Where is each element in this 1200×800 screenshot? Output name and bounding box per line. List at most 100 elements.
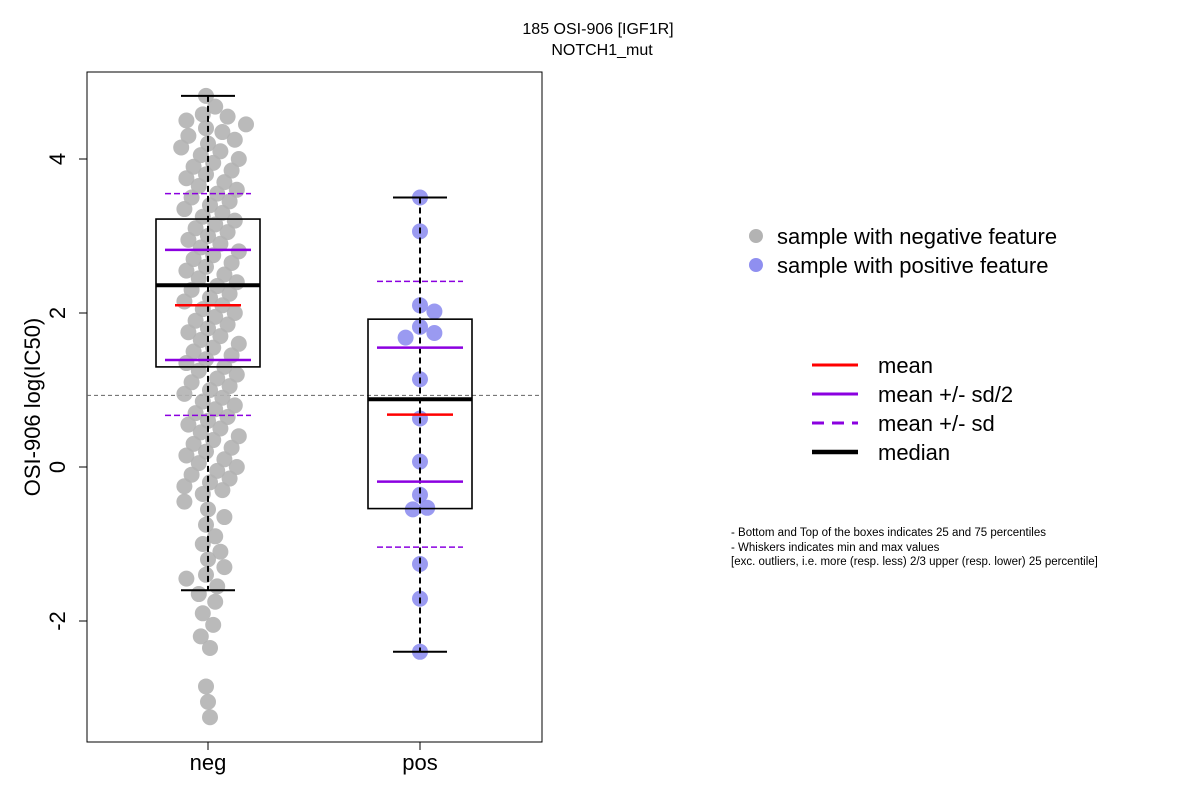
neg-point	[180, 324, 197, 341]
neg-point	[180, 416, 197, 433]
neg-point	[202, 197, 218, 214]
pos-point	[426, 303, 443, 320]
neg-point	[228, 366, 245, 383]
neg-point	[238, 116, 254, 133]
neg-point	[198, 258, 214, 275]
legend-point-swatch	[749, 229, 763, 243]
neg-point	[173, 139, 190, 156]
neg-point	[216, 451, 233, 468]
neg-point	[192, 424, 209, 441]
neg-point	[221, 378, 238, 395]
neg-point	[176, 201, 193, 218]
neg-point	[230, 335, 247, 352]
neg-point	[194, 536, 211, 552]
plot-area: -2 0 2 4 neg pos	[45, 71, 543, 775]
neg-point	[207, 98, 224, 115]
neg-point	[212, 420, 229, 437]
neg-point	[205, 339, 222, 356]
chart-subtitle: NOTCH1_mut	[551, 42, 653, 59]
neg-point	[190, 177, 207, 194]
neg-point	[202, 639, 218, 656]
neg-point	[214, 389, 231, 406]
legend-point-label: sample with negative feature	[777, 224, 1057, 249]
neg-point	[180, 231, 197, 248]
neg-point	[198, 678, 214, 695]
neg-point	[176, 385, 193, 402]
neg-point	[200, 135, 216, 152]
neg-point	[190, 586, 207, 603]
neg-point	[205, 154, 222, 171]
neg-point	[209, 185, 226, 202]
neg-point	[223, 162, 240, 179]
neg-point	[216, 509, 233, 526]
legend-line-label: mean	[878, 353, 933, 378]
x-tick-label: neg	[190, 750, 227, 775]
y-tick-label: 0	[45, 461, 70, 473]
neg-point	[212, 235, 229, 252]
neg-point	[202, 474, 218, 491]
neg-point	[202, 709, 218, 726]
neg-point	[205, 432, 222, 449]
neg-point	[226, 305, 243, 321]
neg-point	[200, 693, 216, 710]
neg-point	[198, 443, 214, 460]
neg-point	[207, 216, 224, 233]
neg-point	[198, 166, 214, 183]
pos-point	[412, 318, 428, 335]
neg-point	[198, 566, 214, 583]
neg-point	[192, 239, 209, 256]
pos-point	[397, 329, 414, 346]
neg-point	[221, 285, 238, 302]
neg-point	[194, 393, 211, 410]
neg-point	[205, 616, 222, 633]
neg-point	[223, 439, 240, 456]
neg-point	[178, 112, 195, 129]
neg-point	[183, 466, 200, 483]
neg-point	[202, 382, 218, 398]
neg-point	[185, 158, 202, 175]
legend-point-swatch	[749, 258, 763, 272]
neg-point	[207, 593, 224, 610]
legend: sample with negative feature sample with …	[749, 224, 1057, 465]
plot-frame	[86, 71, 543, 743]
neg-point	[192, 628, 209, 645]
neg-point	[207, 401, 224, 418]
neg-point	[198, 120, 214, 137]
neg-box	[155, 218, 261, 368]
neg-point	[190, 270, 207, 287]
neg-point	[216, 174, 233, 191]
legend-line-label: mean +/- sd	[878, 411, 995, 436]
legend-point-label: sample with positive feature	[777, 253, 1048, 278]
neg-point	[209, 370, 226, 387]
neg-point	[219, 108, 236, 125]
neg-point	[192, 331, 209, 348]
pos-point	[412, 486, 428, 503]
neg-point	[178, 570, 195, 587]
neg-point	[194, 605, 211, 622]
neg-point	[230, 151, 247, 167]
neg-point	[219, 224, 236, 241]
neg-point	[223, 254, 240, 271]
neg-point	[198, 516, 214, 533]
neg-point	[187, 220, 204, 237]
neg-point	[178, 447, 195, 464]
chart-title: 185 OSI-906 [IGF1R]	[522, 21, 673, 38]
neg-point	[185, 343, 202, 360]
neg-point	[212, 328, 229, 345]
note-line-2: - Whiskers indicates min and max values	[731, 542, 940, 554]
pos-point	[412, 556, 428, 573]
neg-point	[185, 251, 202, 268]
x-tick-label: pos	[402, 750, 437, 775]
y-axis-label: OSI-906 log(IC50)	[20, 318, 45, 497]
neg-point	[187, 405, 204, 422]
neg-point	[209, 578, 226, 595]
neg-point	[216, 559, 233, 576]
neg-point	[194, 106, 211, 123]
legend-line-label: median	[878, 440, 950, 465]
neg-point	[176, 293, 193, 310]
neg-point	[209, 462, 226, 479]
neg-point	[207, 528, 224, 545]
neg-point	[194, 485, 211, 502]
neg-point	[178, 170, 195, 187]
